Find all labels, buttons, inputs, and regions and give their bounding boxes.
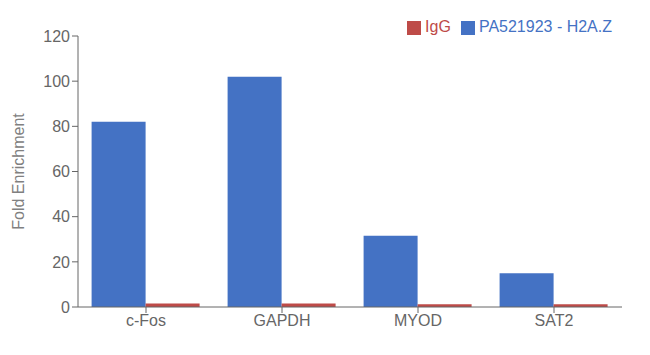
svg-text:c-Fos: c-Fos xyxy=(126,312,166,329)
svg-text:SAT2: SAT2 xyxy=(535,312,574,329)
svg-text:40: 40 xyxy=(52,208,70,225)
svg-text:120: 120 xyxy=(43,28,70,45)
svg-text:GAPDH: GAPDH xyxy=(254,312,311,329)
svg-text:60: 60 xyxy=(52,163,70,180)
svg-text:100: 100 xyxy=(43,73,70,90)
html-text:PA521923 - H2A.Z: PA521923 - H2A.Z xyxy=(478,18,612,35)
svg-text:0: 0 xyxy=(61,299,70,316)
svg-text:20: 20 xyxy=(52,254,70,271)
html-text:IgG: IgG xyxy=(425,18,451,35)
svg-text:80: 80 xyxy=(52,118,70,135)
svg-text:MYOD: MYOD xyxy=(394,312,442,329)
svg-text:Fold Enrichment: Fold Enrichment xyxy=(10,113,27,230)
